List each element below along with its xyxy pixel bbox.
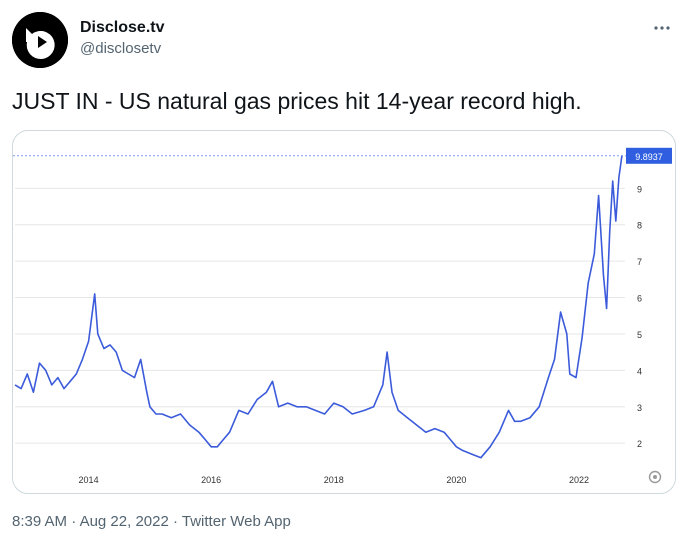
last-value-badge: [626, 147, 672, 164]
y-tick-label: 6: [637, 294, 642, 304]
tweet-meta: 8:39 AM · Aug 22, 2022 · Twitter Web App: [12, 512, 291, 532]
avatar[interactable]: [12, 12, 68, 68]
tweet-date-link[interactable]: Aug 22, 2022: [79, 513, 169, 530]
author-display-name[interactable]: Disclose.tv: [80, 19, 165, 36]
last-value-label: 9.8937: [635, 152, 663, 162]
gear-icon: [648, 470, 662, 484]
y-tick-label: 8: [637, 221, 642, 231]
x-tick-label: 2022: [569, 475, 589, 485]
y-tick-label: 7: [637, 257, 642, 267]
x-tick-label: 2016: [201, 475, 221, 485]
x-tick-label: 2014: [79, 475, 99, 485]
author-names: Disclose.tv @disclosetv: [80, 18, 164, 59]
tweet-text: JUST IN - US natural gas prices hit 14-y…: [12, 88, 582, 114]
y-tick-label: 3: [637, 403, 642, 413]
author-handle[interactable]: @disclosetv: [80, 40, 162, 57]
y-tick-label: 5: [637, 330, 642, 340]
chart-image[interactable]: 2 3 4 5 6 7 8 9 2014 2016 2018 2020 2022 9.8937: [12, 130, 676, 494]
gear-icon-center: [653, 475, 657, 479]
y-tick-label: 2: [637, 439, 642, 449]
meta-separator: ·: [71, 513, 77, 530]
meta-separator: ·: [172, 513, 178, 530]
more-horizontal-icon[interactable]: [652, 18, 672, 38]
tweet-header: Disclose.tv @disclosetv: [12, 12, 676, 72]
tweet-time-link[interactable]: 8:39 AM: [12, 513, 68, 530]
price-series-line: [14, 155, 623, 459]
tweet-source-link[interactable]: Twitter Web App: [181, 513, 291, 530]
y-tick-label: 4: [637, 366, 642, 376]
natural-gas-price-chart: 2 3 4 5 6 7 8 9 2014 2016 2018 2020 2022 9.8937: [13, 147, 672, 485]
x-tick-label: 2020: [446, 475, 466, 485]
x-tick-label: 2018: [324, 475, 344, 485]
y-tick-label: 9: [637, 184, 642, 194]
disclose-logo-icon: [12, 12, 68, 68]
